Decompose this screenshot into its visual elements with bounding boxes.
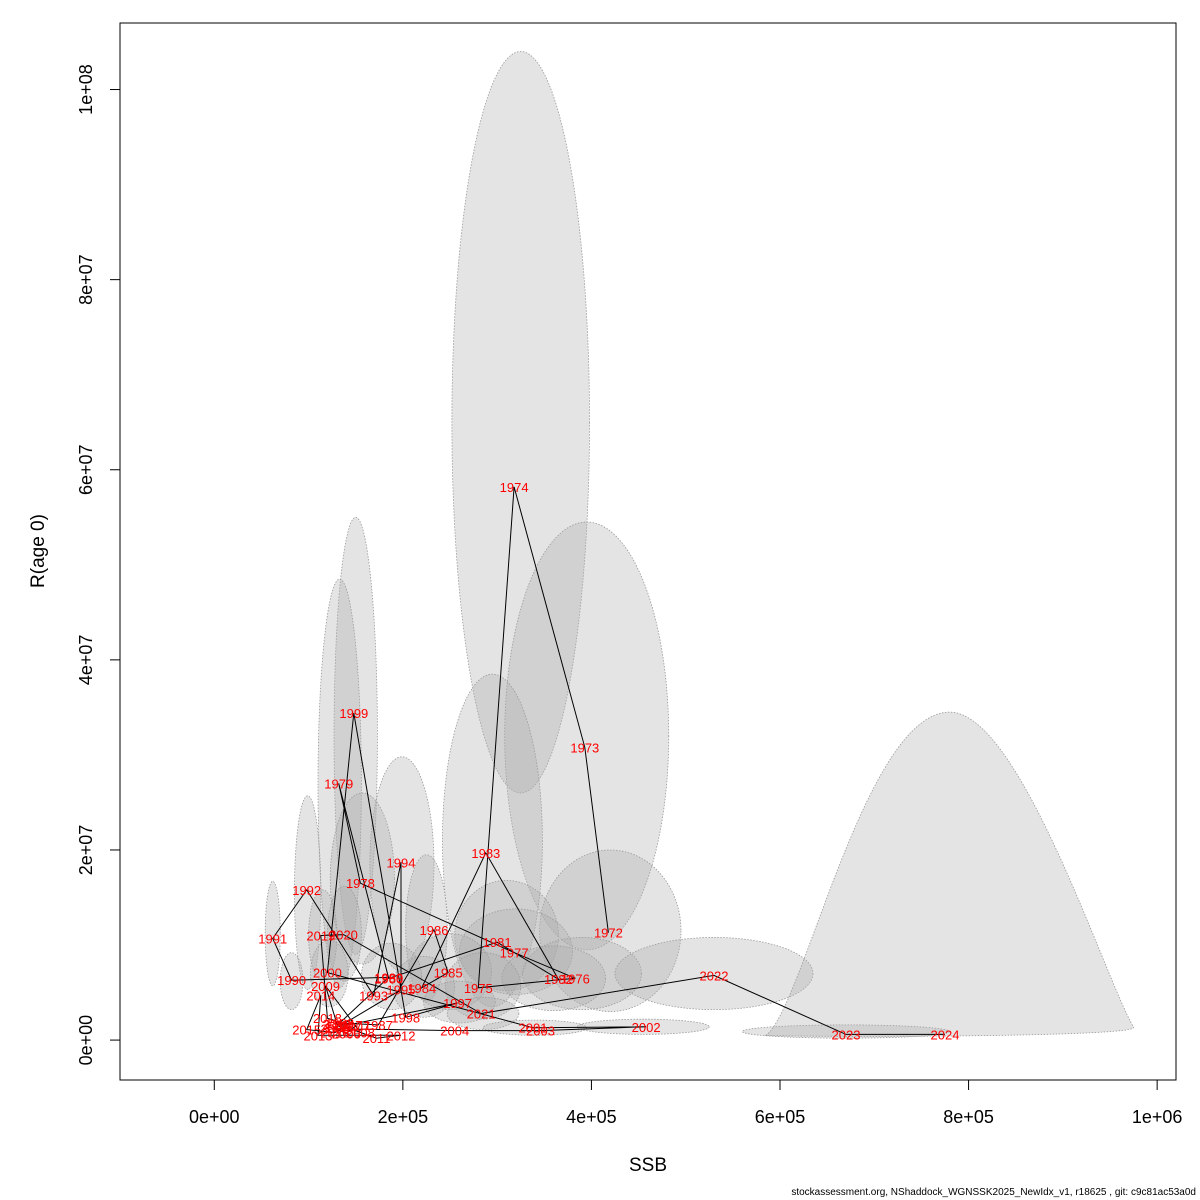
year-label-1984: 1984 [407,981,436,996]
x-tick-label: 4e+05 [566,1107,617,1127]
year-label-1979: 1979 [324,776,353,791]
year-label-1973: 1973 [570,740,599,755]
x-axis: 0e+00 2e+05 4e+05 6e+05 8e+05 1e+06 [189,1079,1183,1127]
confidence-region-2024 [764,711,1134,1037]
year-label-2008: 2008 [346,1025,375,1040]
y-tick-label: 2e+07 [76,825,96,876]
year-label-2003: 2003 [526,1024,555,1039]
year-label-2001: 2001 [519,1021,548,1036]
year-label-1982: 1982 [544,972,573,987]
year-label-1991: 1991 [258,931,287,946]
year-label-2022: 2022 [700,968,729,983]
confidence-region-1973 [504,521,670,951]
confidence-regions [264,51,1134,1039]
stock-recruit-trajectory-line [272,486,945,1039]
confidence-region-1999 [333,516,378,955]
confidence-region-1979 [317,578,362,989]
year-label-1992: 1992 [292,883,321,898]
year-label-1974: 1974 [500,480,529,495]
year-label-2020: 2020 [329,928,358,943]
year-label-2024: 2024 [931,1027,960,1042]
year-label-2009: 2009 [311,979,340,994]
year-label-1994: 1994 [387,855,416,870]
year-label-2007: 2007 [341,1019,370,1034]
y-axis-title: R(age 0) [28,514,49,588]
confidence-region-1983 [442,673,543,1008]
year-label-1986: 1986 [420,923,449,938]
confidence-region-1986 [405,854,448,1002]
year-label-2013: 2013 [304,1028,333,1043]
year-labels: 1972 1973 1974 1975 1976 1977 1978 1979 1980 1981… [258,480,959,1046]
year-label-1977: 1977 [500,946,529,961]
year-label-1972: 1972 [594,926,623,941]
confidence-region-1974 [451,51,590,794]
year-label-2002: 2002 [632,1020,661,1035]
year-label-1981: 1981 [483,935,512,950]
year-label-1983: 1983 [471,846,500,861]
year-label-1989: 1989 [374,970,403,985]
y-tick-label: 8e+07 [76,254,96,305]
confidence-region-1992 [294,795,322,991]
year-label-2018: 2018 [313,1011,342,1026]
year-label-1980: 1980 [374,971,403,986]
year-label-1996: 1996 [324,1020,353,1035]
year-label-1985: 1985 [434,966,463,981]
year-label-2014: 2014 [306,988,335,1003]
year-label-2023: 2023 [832,1027,861,1042]
year-label-2011: 2011 [362,1031,390,1046]
year-label-2017: 2017 [334,1018,363,1033]
y-axis: 0e+00 2e+07 4e+07 6e+07 8e+07 1e+08 [76,64,121,1066]
x-tick-label: 6e+05 [755,1107,806,1127]
year-label-2019: 2019 [306,929,335,944]
year-label-2016: 2016 [321,1025,350,1040]
year-label-2010: 2010 [322,1017,351,1032]
year-label-2005: 2005 [321,1022,350,1037]
year-label-1976: 1976 [561,971,590,986]
year-label-1993: 1993 [359,988,388,1003]
year-label-1988: 1988 [325,1016,354,1031]
y-tick-label: 4e+07 [76,635,96,686]
x-tick-label: 1e+06 [1132,1107,1183,1127]
confidence-region-1991 [264,880,281,987]
year-label-1998: 1998 [391,1010,420,1025]
confidence-region-1994 [369,756,435,973]
year-label-2000: 2000 [313,966,342,981]
confidence-region-1976 [522,937,642,1011]
confidence-region-1978 [329,792,395,965]
confidence-region-2020 [327,885,362,982]
x-tick-label: 2e+05 [378,1107,429,1127]
year-label-2015: 2015 [292,1023,321,1038]
year-label-2006: 2006 [332,1026,361,1041]
year-label-1975: 1975 [464,981,493,996]
year-label-1999: 1999 [339,706,368,721]
footer-caption: stockassessment.org, NShaddock_WGNSSK202… [791,1187,1196,1198]
confidence-region-1977 [459,908,573,995]
x-tick-label: 8e+05 [943,1107,994,1127]
y-tick-label: 1e+08 [76,64,96,115]
confidence-region-1972 [539,849,682,1012]
year-label-1990: 1990 [277,973,306,988]
year-label-1978: 1978 [346,876,375,891]
year-label-2004: 2004 [440,1024,469,1039]
year-label-1995: 1995 [387,983,416,998]
x-axis-title: SSB [629,1155,667,1176]
y-tick-label: 6e+07 [76,444,96,495]
y-tick-label: 0e+00 [76,1015,96,1066]
confidence-region-2022 [614,937,814,1011]
year-label-1987: 1987 [364,1018,393,1033]
year-label-2021: 2021 [467,1006,496,1021]
year-label-2012: 2012 [387,1028,416,1043]
x-tick-label: 0e+00 [189,1107,240,1127]
year-label-1997: 1997 [443,996,472,1011]
confidence-region-1982 [501,945,606,1012]
